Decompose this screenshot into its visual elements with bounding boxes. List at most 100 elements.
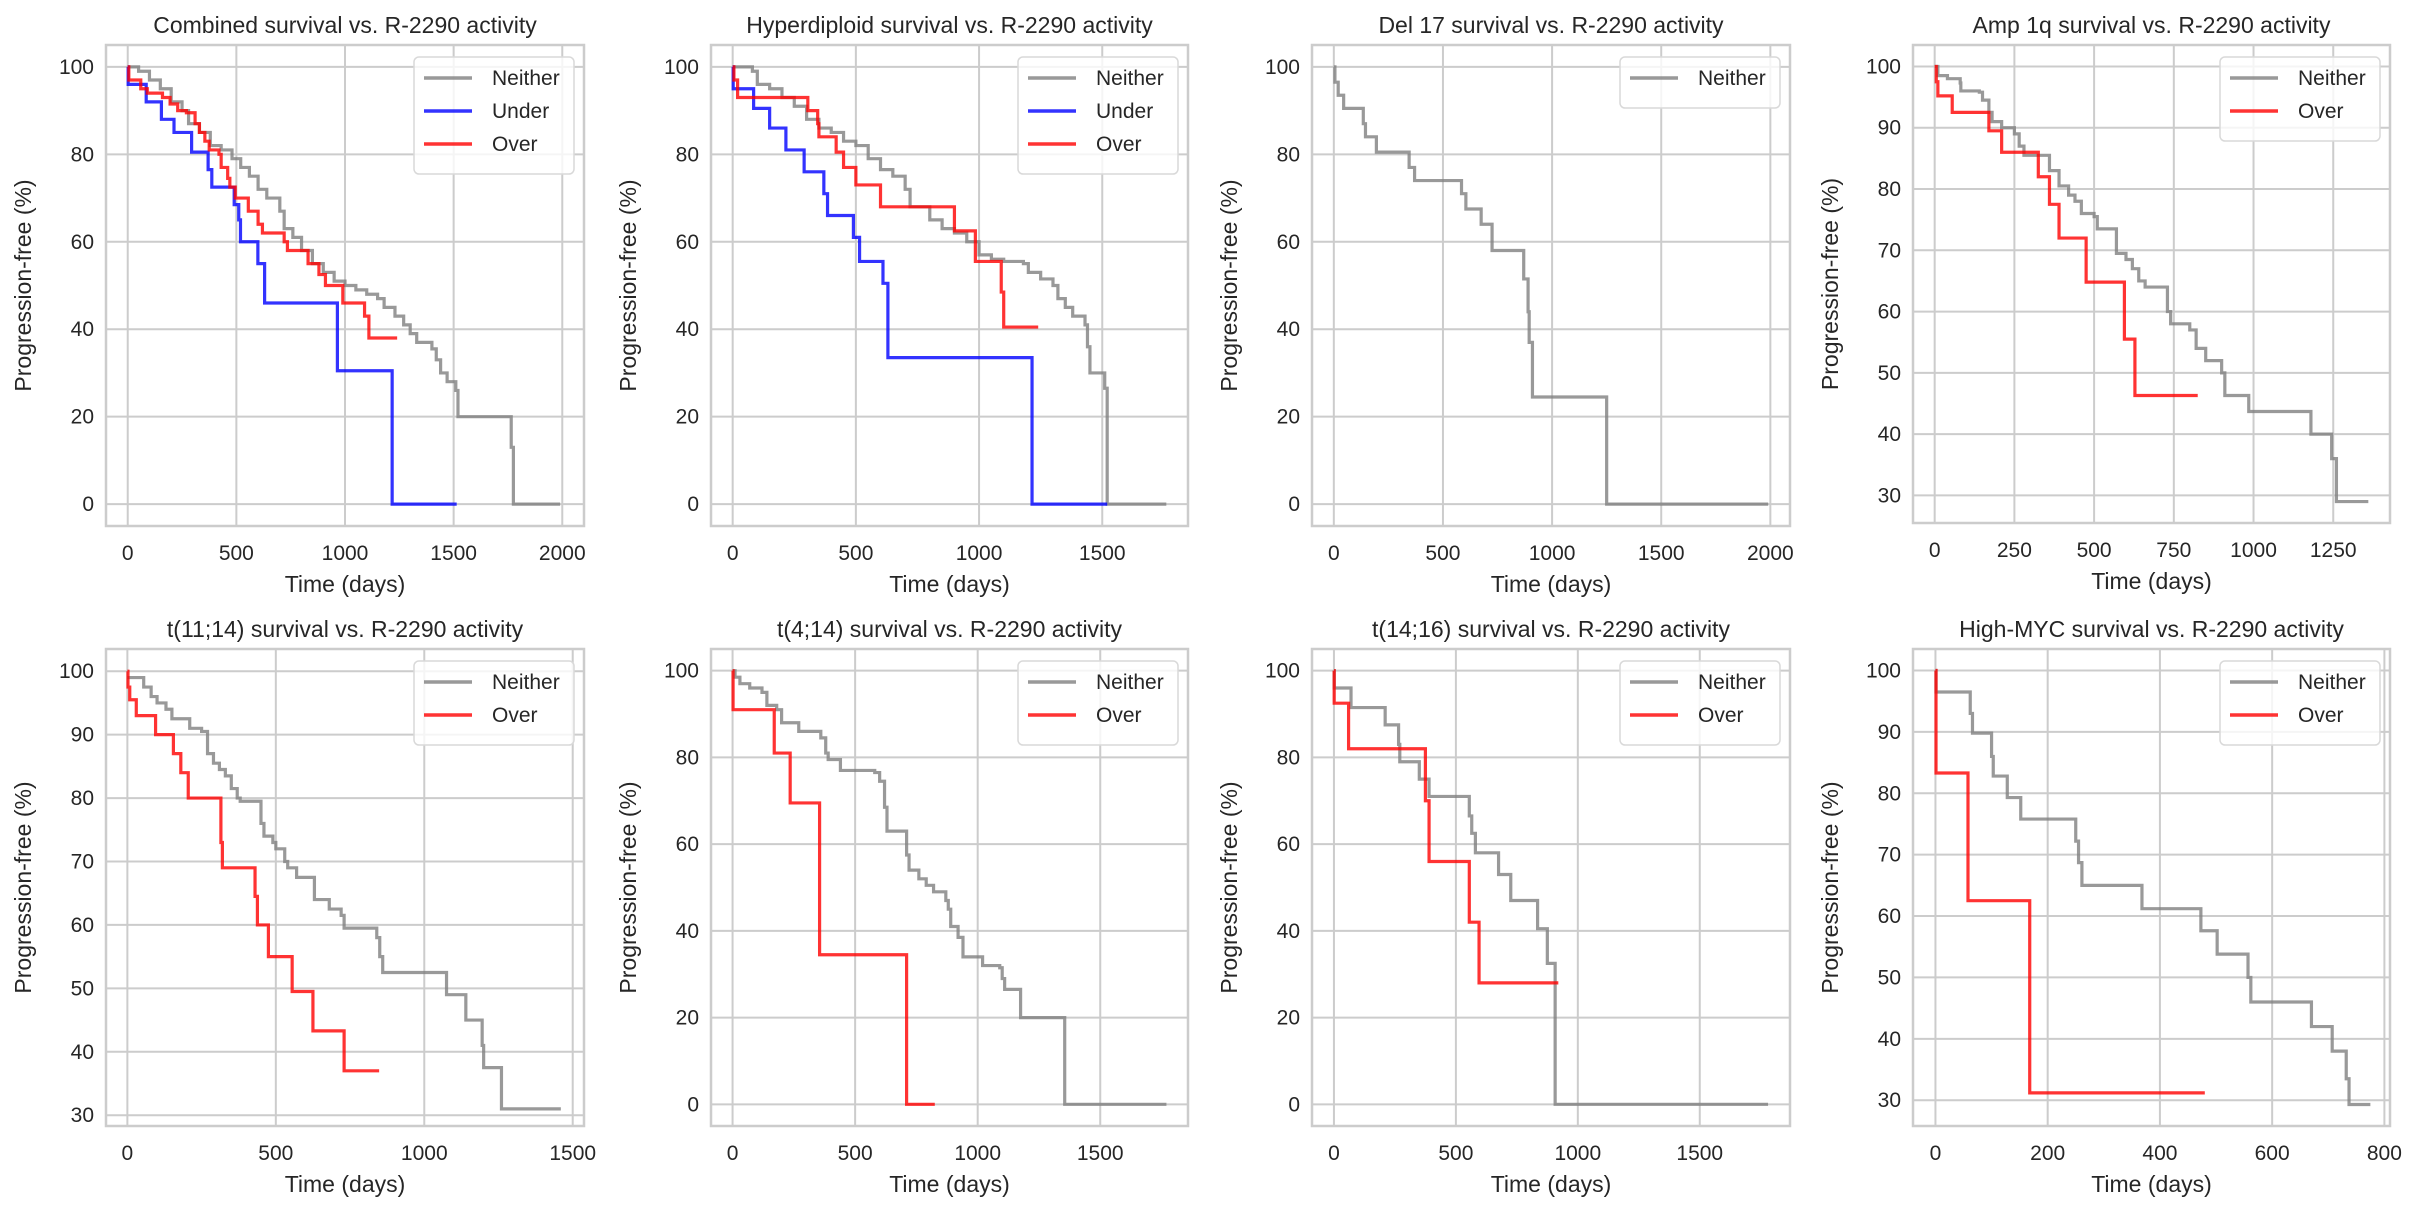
axes-frame [1911, 43, 2392, 525]
y-tick-label: 90 [1878, 721, 1901, 744]
x-axis-label: Time (days) [889, 1171, 1010, 1197]
x-tick-label: 1500 [1079, 542, 1126, 565]
legend-label-neither: Neither [1096, 67, 1164, 90]
subplot-title: t(11;14) survival vs. R-2290 activity [167, 616, 524, 642]
x-tick-label: 0 [1328, 542, 1340, 565]
y-tick-label: 100 [1265, 660, 1300, 683]
y-axis-label: Progression-free (%) [1817, 781, 1843, 993]
y-tick-label: 40 [1277, 920, 1300, 943]
y-tick-label: 80 [71, 143, 94, 166]
legend-label-over: Over [1096, 704, 1142, 727]
y-axis-label: Progression-free (%) [615, 179, 641, 391]
y-tick-label: 90 [71, 724, 94, 747]
y-tick-label: 100 [664, 660, 699, 683]
x-axis-label: Time (days) [1491, 1171, 1612, 1197]
x-tick-label: 200 [2030, 1142, 2065, 1165]
subplot-high-myc: 0 200 400 600 800 30 40 50 60 70 80 90 100 High-MYC s… [1817, 616, 2402, 1197]
subplot-amp-1q: 0 250 500 750 1000 1250 30 40 50 60 70 80 90 100 Amp 1… [1817, 12, 2392, 594]
y-tick-label: 40 [676, 920, 699, 943]
legend-label-neither: Neither [1096, 671, 1164, 694]
y-tick-label: 0 [1288, 493, 1300, 516]
subplot-t-4-14: 0 500 1000 1500 0 20 40 60 80 100 t(4;14) survival… [615, 616, 1190, 1197]
y-tick-label: 60 [1878, 905, 1901, 928]
legend-label-over: Over [2298, 704, 2344, 727]
x-tick-label: 1000 [401, 1142, 448, 1165]
y-tick-label: 40 [71, 1041, 94, 1064]
x-tick-label: 1000 [1554, 1142, 1601, 1165]
x-tick-label: 1500 [1638, 542, 1685, 565]
legend: Neither Over [413, 660, 575, 746]
y-tick-label: 20 [1277, 1007, 1300, 1030]
axes-frame [1911, 647, 2392, 1128]
x-tick-label: 1000 [322, 542, 369, 565]
x-tick-label: 1000 [956, 542, 1003, 565]
legend-label-neither: Neither [2298, 67, 2366, 90]
legend: Neither Under Over [413, 56, 575, 175]
x-tick-label: 250 [1997, 539, 2032, 562]
y-tick-label: 80 [676, 746, 699, 769]
curve-over [126, 669, 380, 1073]
y-tick-label: 50 [1878, 966, 1901, 989]
y-axis-label: Progression-free (%) [10, 179, 36, 391]
x-tick-label: 2000 [1747, 542, 1794, 565]
y-tick-label: 90 [1878, 117, 1901, 140]
subplot-title: t(4;14) survival vs. R-2290 activity [777, 616, 1123, 642]
subplot-title: High-MYC survival vs. R-2290 activity [1959, 616, 2344, 642]
x-tick-label: 800 [2367, 1142, 2402, 1165]
axes-frame [709, 43, 1190, 528]
curve-over [1934, 668, 2205, 1095]
legend: Neither Over [1619, 660, 1781, 746]
x-tick-label: 2000 [539, 542, 586, 565]
x-tick-label: 500 [1425, 542, 1460, 565]
y-axis-label: Progression-free (%) [10, 781, 36, 993]
curve-neither [1333, 65, 1769, 506]
y-tick-label: 40 [1878, 1028, 1901, 1051]
y-tick-label: 80 [71, 787, 94, 810]
x-tick-label: 500 [1438, 1142, 1473, 1165]
x-axis-label: Time (days) [2091, 1171, 2212, 1197]
y-tick-label: 20 [676, 1007, 699, 1030]
y-tick-label: 40 [1878, 423, 1901, 446]
legend: Neither Under Over [1017, 56, 1179, 175]
legend: Neither [1619, 56, 1781, 109]
legend-label-over: Over [492, 704, 538, 727]
y-tick-label: 30 [71, 1104, 94, 1127]
y-axis-label: Progression-free (%) [1817, 178, 1843, 390]
y-tick-label: 70 [71, 850, 94, 873]
x-tick-label: 1500 [1077, 1142, 1124, 1165]
x-tick-label: 500 [2077, 539, 2112, 562]
y-axis-label: Progression-free (%) [615, 781, 641, 993]
y-tick-label: 0 [82, 493, 94, 516]
subplot-title: Combined survival vs. R-2290 activity [153, 12, 537, 38]
y-tick-label: 80 [1878, 782, 1901, 805]
y-axis-label: Progression-free (%) [1216, 781, 1242, 993]
x-tick-label: 0 [727, 1142, 739, 1165]
x-tick-label: 1000 [954, 1142, 1001, 1165]
y-tick-label: 30 [1878, 484, 1901, 507]
legend-label-over: Over [492, 133, 538, 156]
axes-frame [104, 43, 586, 528]
y-tick-label: 60 [676, 833, 699, 856]
y-tick-label: 20 [1277, 406, 1300, 429]
curve-over [732, 65, 1039, 329]
legend-label-neither: Neither [1698, 67, 1766, 90]
y-tick-label: 80 [1277, 143, 1300, 166]
y-tick-label: 80 [1277, 746, 1300, 769]
legend-label-over: Over [2298, 100, 2344, 123]
curve-over [1332, 669, 1559, 985]
y-tick-label: 40 [676, 318, 699, 341]
y-tick-label: 60 [71, 231, 94, 254]
y-tick-label: 0 [687, 1093, 699, 1116]
y-tick-label: 60 [1277, 833, 1300, 856]
x-tick-label: 600 [2255, 1142, 2290, 1165]
y-tick-label: 50 [1878, 362, 1901, 385]
y-tick-label: 0 [1288, 1093, 1300, 1116]
subplot-title: t(14;16) survival vs. R-2290 activity [1372, 616, 1730, 642]
y-tick-label: 100 [1265, 56, 1300, 79]
x-tick-label: 500 [838, 1142, 873, 1165]
legend-label-neither: Neither [492, 67, 560, 90]
x-axis-label: Time (days) [285, 1171, 406, 1197]
y-tick-label: 80 [676, 143, 699, 166]
x-axis-label: Time (days) [1491, 571, 1612, 597]
x-tick-label: 0 [122, 542, 134, 565]
